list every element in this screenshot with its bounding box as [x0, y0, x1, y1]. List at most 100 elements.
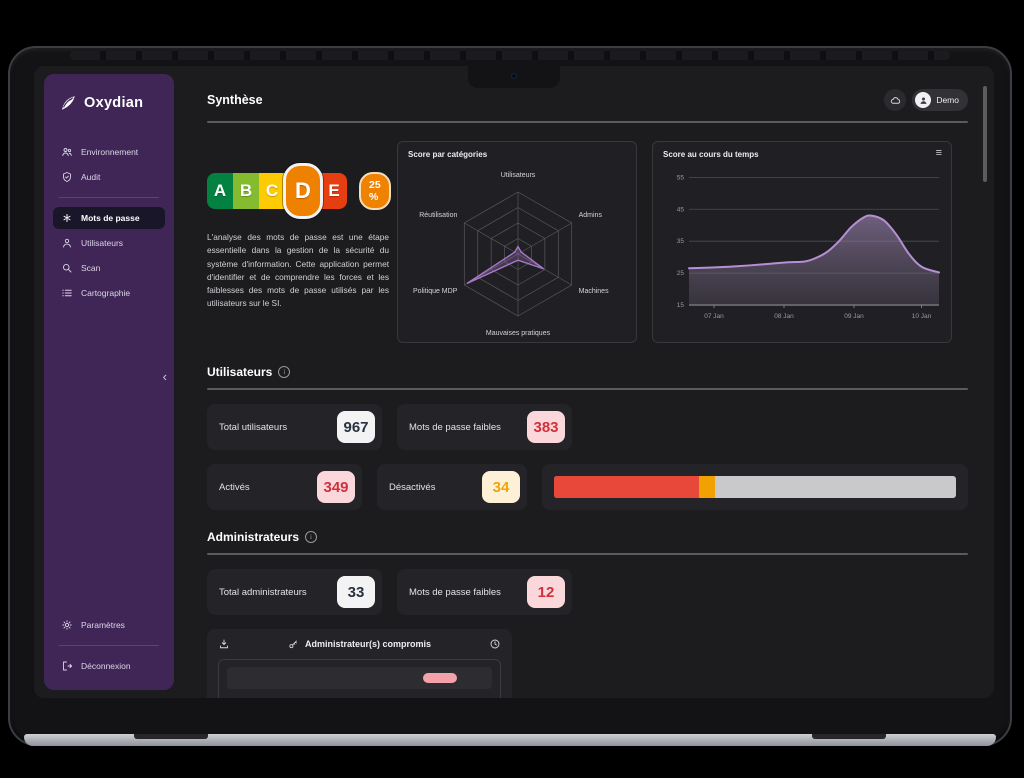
- sidebar-item-label: Déconnexion: [81, 661, 131, 671]
- svg-text:Utilisateurs: Utilisateurs: [501, 172, 536, 179]
- download-icon[interactable]: [218, 638, 230, 650]
- timeline-chart-title: Score au cours du temps: [663, 150, 759, 159]
- stat-value-badge: 349: [317, 471, 355, 503]
- sidebar-item-label: Audit: [81, 172, 101, 182]
- svg-text:Admins: Admins: [579, 212, 603, 219]
- vertical-scrollbar[interactable]: [983, 86, 987, 182]
- sidebar-item-label: Mots de passe: [81, 213, 140, 223]
- sidebar-item-label: Paramètres: [81, 620, 125, 630]
- webcam-notch: [468, 66, 560, 88]
- sidebar-item-audit[interactable]: Audit: [53, 166, 165, 188]
- stat-card-total-users: Total utilisateurs 967: [207, 404, 382, 450]
- admins-stats-row: Total administrateurs 33 Mots de passe f…: [207, 569, 968, 615]
- password-strength-bar-card: [542, 464, 968, 510]
- admins-section-title: Administrateurs: [207, 530, 300, 544]
- table-row[interactable]: [227, 667, 492, 689]
- svg-text:Machines: Machines: [579, 288, 609, 295]
- sidebar-collapse-chevron[interactable]: ‹: [162, 369, 167, 384]
- users-stats-row-1: Total utilisateurs 967 Mots de passe fai…: [207, 404, 968, 450]
- radar-chart-title: Score par catégories: [408, 150, 488, 159]
- info-icon[interactable]: i: [305, 531, 318, 543]
- logout-icon: [63, 661, 73, 671]
- svg-text:Réutilisation: Réutilisation: [419, 212, 457, 219]
- sidebar-item-utilisateurs[interactable]: Utilisateurs: [53, 232, 165, 254]
- svg-text:08 Jan: 08 Jan: [774, 313, 794, 320]
- user-menu[interactable]: Demo: [912, 89, 968, 111]
- sidebar-item-environnement[interactable]: Environnement: [53, 141, 165, 163]
- user-icon: [63, 238, 71, 248]
- compromised-admins-header: Administrateur(s) compromis: [218, 638, 501, 650]
- hamburger-icon[interactable]: ≡: [935, 147, 942, 159]
- sidebar-item-mots-de-passe[interactable]: Mots de passe: [53, 207, 165, 229]
- stat-label: Mots de passe faibles: [409, 586, 501, 598]
- score-percent-badge: 25 %: [359, 172, 391, 210]
- svg-text:10 Jan: 10 Jan: [912, 313, 932, 320]
- users-section-header: Utilisateurs i: [207, 365, 968, 379]
- admins-section-header: Administrateurs i: [207, 530, 968, 544]
- grade-A: A: [207, 173, 233, 209]
- svg-text:Politique MDP: Politique MDP: [413, 288, 458, 295]
- sidebar-item-deconnexion[interactable]: Déconnexion: [53, 655, 165, 677]
- admins-section-divider: [207, 553, 968, 555]
- bar-segment: [698, 476, 715, 498]
- laptop-frame: Oxydian Environnement Audit: [8, 46, 1012, 746]
- svg-text:45: 45: [677, 206, 685, 213]
- radar-chart-card: Score par catégories Utilisateurs Admins M…: [397, 141, 637, 343]
- stat-card-disabled-users: Désactivés 34: [377, 464, 527, 510]
- header-divider: [207, 121, 968, 123]
- brand: Oxydian: [44, 94, 174, 112]
- stat-card-weak-passwords: Mots de passe faibles 383: [397, 404, 572, 450]
- compromised-admins-title-group: Administrateur(s) compromis: [288, 639, 431, 650]
- sidebar-item-parametres[interactable]: Paramètres: [53, 614, 165, 636]
- timeline-chart-card: Score au cours du temps ≡ 55 45 35 25 15 07 J…: [652, 141, 952, 343]
- stat-card-total-admins: Total administrateurs 33: [207, 569, 382, 615]
- grade-D: D: [283, 163, 323, 219]
- radar-chart: Utilisateurs Admins Machines Mauvaises prat…: [413, 172, 609, 337]
- grade-B: B: [233, 173, 259, 209]
- stat-card-admin-weak-passwords: Mots de passe faibles 12: [397, 569, 572, 615]
- stat-label: Total utilisateurs: [219, 421, 288, 433]
- clock-icon[interactable]: [489, 638, 501, 650]
- shield-icon: [63, 172, 71, 182]
- laptop-base: [24, 734, 996, 746]
- laptop-foot: [812, 734, 886, 739]
- info-icon[interactable]: i: [278, 366, 291, 378]
- theme-toggle-button[interactable]: [884, 89, 907, 111]
- svg-text:15: 15: [677, 302, 685, 309]
- sidebar-item-cartographie[interactable]: Cartographie: [53, 282, 165, 304]
- stat-value-badge: 383: [527, 411, 565, 443]
- person-icon: [920, 97, 927, 104]
- topbar: Synthèse Demo: [207, 88, 968, 112]
- stat-label: Total administrateurs: [219, 586, 307, 598]
- avatar: [915, 92, 932, 108]
- svg-text:09 Jan: 09 Jan: [844, 313, 864, 320]
- list-icon: [62, 289, 72, 297]
- sidebar-item-label: Scan: [81, 263, 101, 273]
- stat-label: Mots de passe faibles: [409, 421, 501, 433]
- svg-text:07 Jan: 07 Jan: [704, 313, 724, 320]
- svg-text:25: 25: [677, 270, 685, 277]
- sidebar-item-scan[interactable]: Scan: [53, 257, 165, 279]
- sidebar-footer: Paramètres Déconnexion: [44, 611, 174, 680]
- stat-label: Activés: [219, 481, 250, 493]
- gear-icon: [62, 620, 72, 630]
- sidebar-item-label: Environnement: [81, 147, 139, 157]
- compromised-admins-table: [218, 659, 501, 698]
- status-badge: [423, 673, 457, 683]
- stat-value-badge: 967: [337, 411, 375, 443]
- svg-text:35: 35: [677, 238, 685, 245]
- laptop-foot: [134, 734, 208, 739]
- laptop-lid-stripe: [70, 51, 950, 60]
- stat-value-badge: 34: [482, 471, 520, 503]
- sidebar-footer-divider: [59, 645, 159, 646]
- bar-segment: [554, 476, 699, 498]
- brand-name: Oxydian: [84, 95, 144, 111]
- leaf-logo-icon: [62, 96, 75, 110]
- password-asterisk-icon: [63, 214, 71, 222]
- stat-card-active-users: Activés 349: [207, 464, 362, 510]
- stat-value-badge: 12: [527, 576, 565, 608]
- laptop-screen: Oxydian Environnement Audit: [34, 66, 994, 698]
